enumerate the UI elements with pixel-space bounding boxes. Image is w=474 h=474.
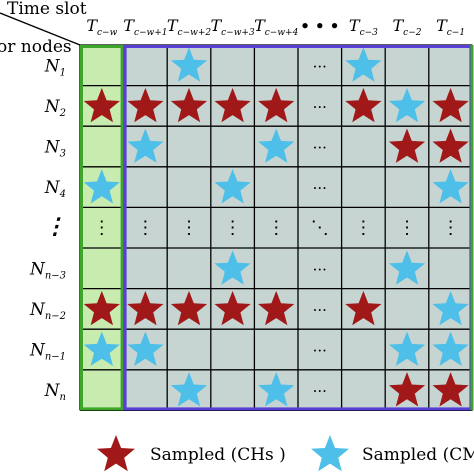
row-header: Nn xyxy=(44,381,66,403)
ellipsis-mark: ··· xyxy=(313,301,327,319)
ellipsis-mark: ⋮ xyxy=(442,218,460,239)
sampled-ch-star-icon xyxy=(432,372,469,407)
sampled-cm-star-icon xyxy=(127,128,164,163)
ellipsis-mark: ··· xyxy=(313,139,327,157)
sampled-ch-star-icon xyxy=(388,128,426,163)
sampled-ch-star-icon xyxy=(83,290,120,326)
sampled-ch-star-icon xyxy=(170,290,208,326)
row-header: N1 xyxy=(44,56,66,78)
sampled-ch-star-icon xyxy=(432,87,469,123)
sampled-cm-star-icon xyxy=(388,250,426,285)
column-header: Tc−3 xyxy=(349,16,378,38)
sampled-ch-star-icon xyxy=(170,87,208,123)
sampled-ch-star-icon xyxy=(127,290,164,326)
row-header: N2 xyxy=(44,97,66,119)
column-header: Tc−w+3 xyxy=(210,16,254,38)
sampled-cm-star-icon xyxy=(83,331,120,366)
sampled-cm-star-icon xyxy=(258,372,295,407)
sampled-cm-star-icon xyxy=(83,169,120,204)
column-header: • • • xyxy=(300,17,339,35)
ellipsis-mark: ··· xyxy=(313,57,327,75)
ellipsis-mark: ⋮ xyxy=(354,218,372,239)
sampled-ch-star-icon xyxy=(258,87,295,123)
ellipsis-mark: ⋱ xyxy=(311,218,329,239)
ellipsis-mark: ⋮ xyxy=(398,218,416,239)
sampled-cm-star-icon xyxy=(258,128,295,163)
row-header: Nn−1 xyxy=(29,341,66,363)
sampled-cm-star-icon xyxy=(432,169,469,204)
column-header: Tc−w+1 xyxy=(123,16,167,38)
column-header: Tc−2 xyxy=(393,16,422,38)
legend: Sampled (CHs ) Sampled (CMs xyxy=(97,435,474,472)
legend-ch-label: Sampled (CHs ) xyxy=(150,445,286,465)
row-header: N4 xyxy=(44,178,66,200)
sampled-ch-star-icon xyxy=(432,128,469,163)
axis-labels: Time slot or nodes Tc−w Tc−w+1 Tc−w+2 Tc−w+… xyxy=(0,0,465,403)
sampled-cm-star-icon xyxy=(345,47,382,82)
sampled-ch-star-icon xyxy=(214,87,251,123)
column-header: Tc−1 xyxy=(436,16,465,38)
sampled-ch-star-icon xyxy=(83,87,120,123)
sampled-ch-star-icon xyxy=(388,372,426,407)
node-axis-label: or nodes xyxy=(0,37,72,57)
sampled-cm-star-icon xyxy=(432,331,469,366)
legend-ch-star-icon xyxy=(97,435,135,472)
ellipsis-mark: ⋮ xyxy=(267,218,285,239)
sampled-cm-star-icon xyxy=(214,169,251,204)
sampled-cm-star-icon xyxy=(388,87,426,123)
grid-lines xyxy=(79,44,474,412)
sampled-cm-star-icon xyxy=(388,331,426,366)
sampled-cm-star-icon xyxy=(170,372,208,407)
ellipsis-mark: ··· xyxy=(313,382,327,400)
ellipsis-mark: ··· xyxy=(313,179,327,197)
sampled-cm-star-icon xyxy=(214,250,251,285)
row-header: ⋮ xyxy=(44,214,66,240)
sampled-ch-star-icon xyxy=(214,290,251,326)
row-header: N3 xyxy=(44,138,66,160)
column-header: Tc−w+4 xyxy=(254,16,298,38)
row-header: Nn−3 xyxy=(29,259,66,281)
column-header: Tc−w xyxy=(86,16,117,38)
legend-cm-label: Sampled (CMs xyxy=(362,445,474,465)
header-diagonal-line xyxy=(0,12,81,46)
row-header: Nn−2 xyxy=(29,300,66,322)
sampled-ch-star-icon xyxy=(345,290,382,326)
sampled-ch-star-icon xyxy=(345,87,382,123)
cell-marks: ··· ··· ··· ··· ⋮ ⋮ ⋮ ⋮ ⋮ ⋱ ⋮ ⋮ ⋮ ··· ··· ··· ··· xyxy=(83,47,469,407)
ellipsis-mark: ··· xyxy=(313,260,327,278)
sampled-ch-star-icon xyxy=(258,290,295,326)
legend-cm-star-icon xyxy=(311,435,349,472)
sampled-ch-star-icon xyxy=(127,87,164,123)
sampled-cm-star-icon xyxy=(170,47,208,82)
sampled-cm-star-icon xyxy=(127,331,164,366)
ellipsis-mark: ⋮ xyxy=(136,218,154,239)
first-column-border xyxy=(80,45,124,411)
time-axis-label: Time slot xyxy=(7,0,87,19)
ellipsis-mark: ⋮ xyxy=(180,218,198,239)
sampled-cm-star-icon xyxy=(432,290,469,326)
ellipsis-mark: ⋮ xyxy=(224,218,242,239)
column-header: Tc−w+2 xyxy=(167,16,211,38)
ellipsis-mark: ··· xyxy=(313,342,327,360)
ellipsis-mark: ··· xyxy=(313,98,327,116)
window-borders xyxy=(80,45,474,411)
ellipsis-mark: ⋮ xyxy=(93,218,111,239)
